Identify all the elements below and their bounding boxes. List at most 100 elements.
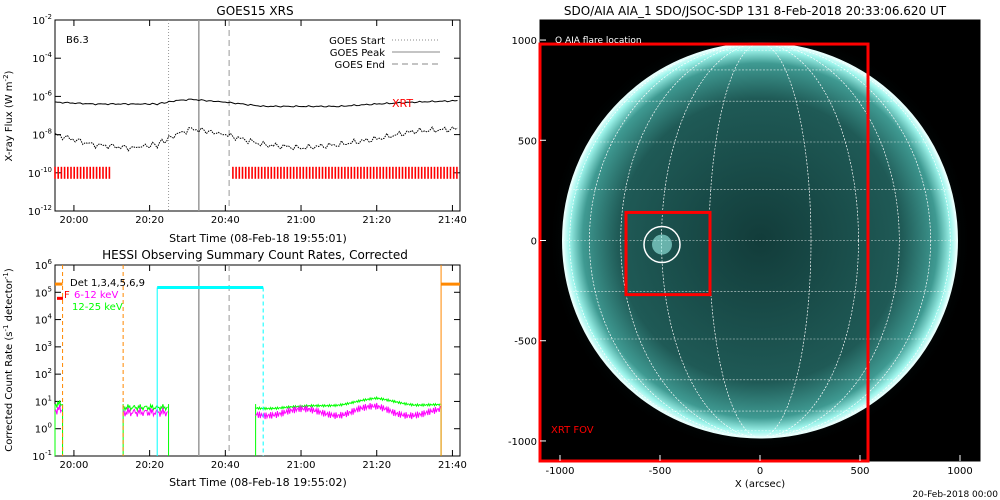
- goes-y-tick-label: 10-12: [28, 204, 52, 218]
- goes-x-tick-label: 20:40: [211, 215, 240, 226]
- aia-panel: SDO/AIA AIA_1 SDO/JSOC-SDP 131 8-Feb-201…: [508, 4, 998, 500]
- aia-longitude-line: [569, 43, 951, 438]
- goes-markers: [168, 20, 230, 211]
- aia-active-region: [652, 234, 672, 255]
- goes-x-ticks: 20:00 20:20 20:40 21:00 21:20 21:40: [60, 20, 467, 226]
- goes-y-tick-exponent: -6: [45, 89, 53, 97]
- aia-y-tick-label: 0: [531, 237, 537, 248]
- goes-x-tick-label: 21:40: [438, 215, 467, 226]
- hessi-y-tick-exponent: 0: [48, 422, 52, 430]
- hessi-mid-green: [123, 402, 168, 413]
- hessi-y-tick-label: 101: [35, 394, 52, 408]
- goes-x-tick-label: 20:20: [135, 215, 164, 226]
- goes-legend-label: GOES End: [335, 60, 385, 71]
- goes-class-label: B6.3: [66, 35, 89, 46]
- hessi-y-tick-label: 103: [35, 340, 52, 354]
- aia-flare-location-circle: [643, 225, 681, 264]
- aia-y-tick-label: -500: [514, 337, 537, 348]
- hessi-x-axis-label: Start Time (08-Feb-18 19:55:02): [169, 476, 347, 489]
- goes-short-channel-line: [54, 126, 458, 152]
- hessi-y-tick-label: 10-1: [32, 449, 52, 463]
- hessi-early-green: [54, 400, 63, 408]
- goes-panel: GOES15 XRS X-ray Flux (W m-2) 10-1210-10…: [2, 4, 467, 245]
- goes-y-tick-label: 10-10: [28, 166, 52, 180]
- goes-y-tick-label: 10-6: [32, 89, 52, 103]
- hessi-legend-prefix: F: [64, 290, 70, 301]
- goes-y-tick-exponent: -2: [45, 13, 52, 21]
- hessi-legend-label: 12-25 keV: [72, 302, 123, 313]
- hessi-y-tick-exponent: 5: [48, 285, 52, 293]
- hessi-y-tick-exponent: 4: [48, 313, 53, 321]
- hessi-data: [54, 265, 460, 456]
- aia-x-axis-label: X (arcsec): [735, 479, 785, 490]
- goes-title: GOES15 XRS: [216, 4, 293, 18]
- goes-y-tick-label: 10-2: [32, 13, 52, 27]
- hessi-x-ticks: 20:00 20:20 20:40 21:00 21:20 21:40: [60, 265, 467, 471]
- aia-x-tick-label: 500: [850, 466, 869, 477]
- goes-y-tick-exponent: -8: [45, 128, 52, 136]
- aia-x-ticks: -1000 -500 0 500 1000: [545, 455, 973, 477]
- hessi-plot-frame: [54, 264, 461, 457]
- hessi-12-25-kev-line: [255, 395, 441, 411]
- hessi-x-tick-label: 20:20: [135, 460, 164, 471]
- goes-long-channel-line: [54, 98, 458, 108]
- aia-footer-date: 20-Feb-2018 00:00: [912, 490, 998, 500]
- aia-y-tick-label: 1000: [512, 36, 537, 47]
- goes-x-tick-label: 20:00: [60, 215, 89, 226]
- goes-y-tick-base: 10: [32, 92, 45, 103]
- goes-y-tick-exponent: -10: [41, 166, 52, 174]
- aia-longitude-line: [620, 43, 900, 438]
- hessi-y-tick-base: 10: [35, 316, 48, 327]
- goes-xrt-label: XRT: [392, 97, 413, 110]
- aia-y-tick-label: 500: [518, 136, 537, 147]
- hessi-panel: HESSI Observing Summary Count Rates, Cor…: [2, 248, 467, 489]
- aia-x-tick-label: 0: [757, 466, 763, 477]
- goes-legend-label: GOES Peak: [330, 48, 385, 59]
- goes-y-tick-base: 10: [28, 207, 41, 218]
- hessi-legend-label: 6-12 keV: [74, 290, 118, 301]
- goes-y-tick-base: 10: [32, 16, 45, 27]
- hessi-y-tick-base: 10: [32, 452, 45, 463]
- hessi-y-tick-label: 100: [35, 422, 52, 436]
- hessi-legend-label: Det 1,3,4,5,6,9: [70, 278, 145, 289]
- aia-y-ticks: -1000 -500 0 500 1000: [508, 36, 546, 448]
- goes-y-tick-label: 10-4: [32, 51, 52, 65]
- hessi-y-tick-label: 106: [35, 258, 53, 272]
- hessi-x-tick-label: 20:00: [60, 460, 89, 471]
- goes-x-tick-label: 21:20: [362, 215, 391, 226]
- goes-x-axis-label: Start Time (08-Feb-18 19:55:01): [169, 232, 347, 245]
- aia-x-tick-label: 1000: [947, 466, 972, 477]
- goes-y-axis-label: X-ray Flux (W m-2): [2, 70, 15, 161]
- hessi-mid-magenta: [123, 407, 168, 418]
- aia-title: SDO/AIA AIA_1 SDO/JSOC-SDP 131 8-Feb-201…: [564, 4, 947, 18]
- hessi-y-tick-base: 10: [35, 343, 48, 354]
- aia-sun: [547, 27, 973, 454]
- hessi-y-tick-base: 10: [35, 370, 48, 381]
- hessi-6-12-kev-line: [255, 402, 441, 420]
- hessi-x-tick-label: 20:40: [211, 460, 240, 471]
- hessi-title: HESSI Observing Summary Count Rates, Cor…: [102, 248, 408, 262]
- hessi-y-tick-base: 10: [35, 397, 48, 408]
- hessi-y-tick-label: 104: [35, 313, 53, 327]
- hessi-y-tick-exponent: 1: [48, 394, 52, 402]
- goes-legend-label: GOES Start: [329, 36, 385, 47]
- hessi-y-tick-base: 10: [35, 425, 48, 436]
- hessi-x-tick-label: 21:40: [438, 460, 467, 471]
- aia-xrt-fov-label: XRT FOV: [551, 425, 594, 436]
- aia-overlay: O AIA flare location XRT FOV: [538, 36, 870, 463]
- goes-data: [54, 98, 458, 179]
- aia-flare-box: [624, 210, 712, 297]
- goes-y-tick-base: 10: [28, 169, 41, 180]
- hessi-y-tick-exponent: 2: [48, 367, 52, 375]
- hessi-y-tick-label: 102: [35, 367, 52, 381]
- goes-x-tick-label: 21:00: [287, 215, 316, 226]
- hessi-y-tick-label: 105: [35, 285, 52, 299]
- goes-y-tick-base: 10: [32, 131, 45, 142]
- aia-xrt-fov-box: [538, 42, 870, 463]
- hessi-y-axis-label: Corrected Count Rate (s-1 detector-1): [2, 268, 15, 452]
- aia-legend-flare-location: O AIA flare location: [555, 36, 642, 46]
